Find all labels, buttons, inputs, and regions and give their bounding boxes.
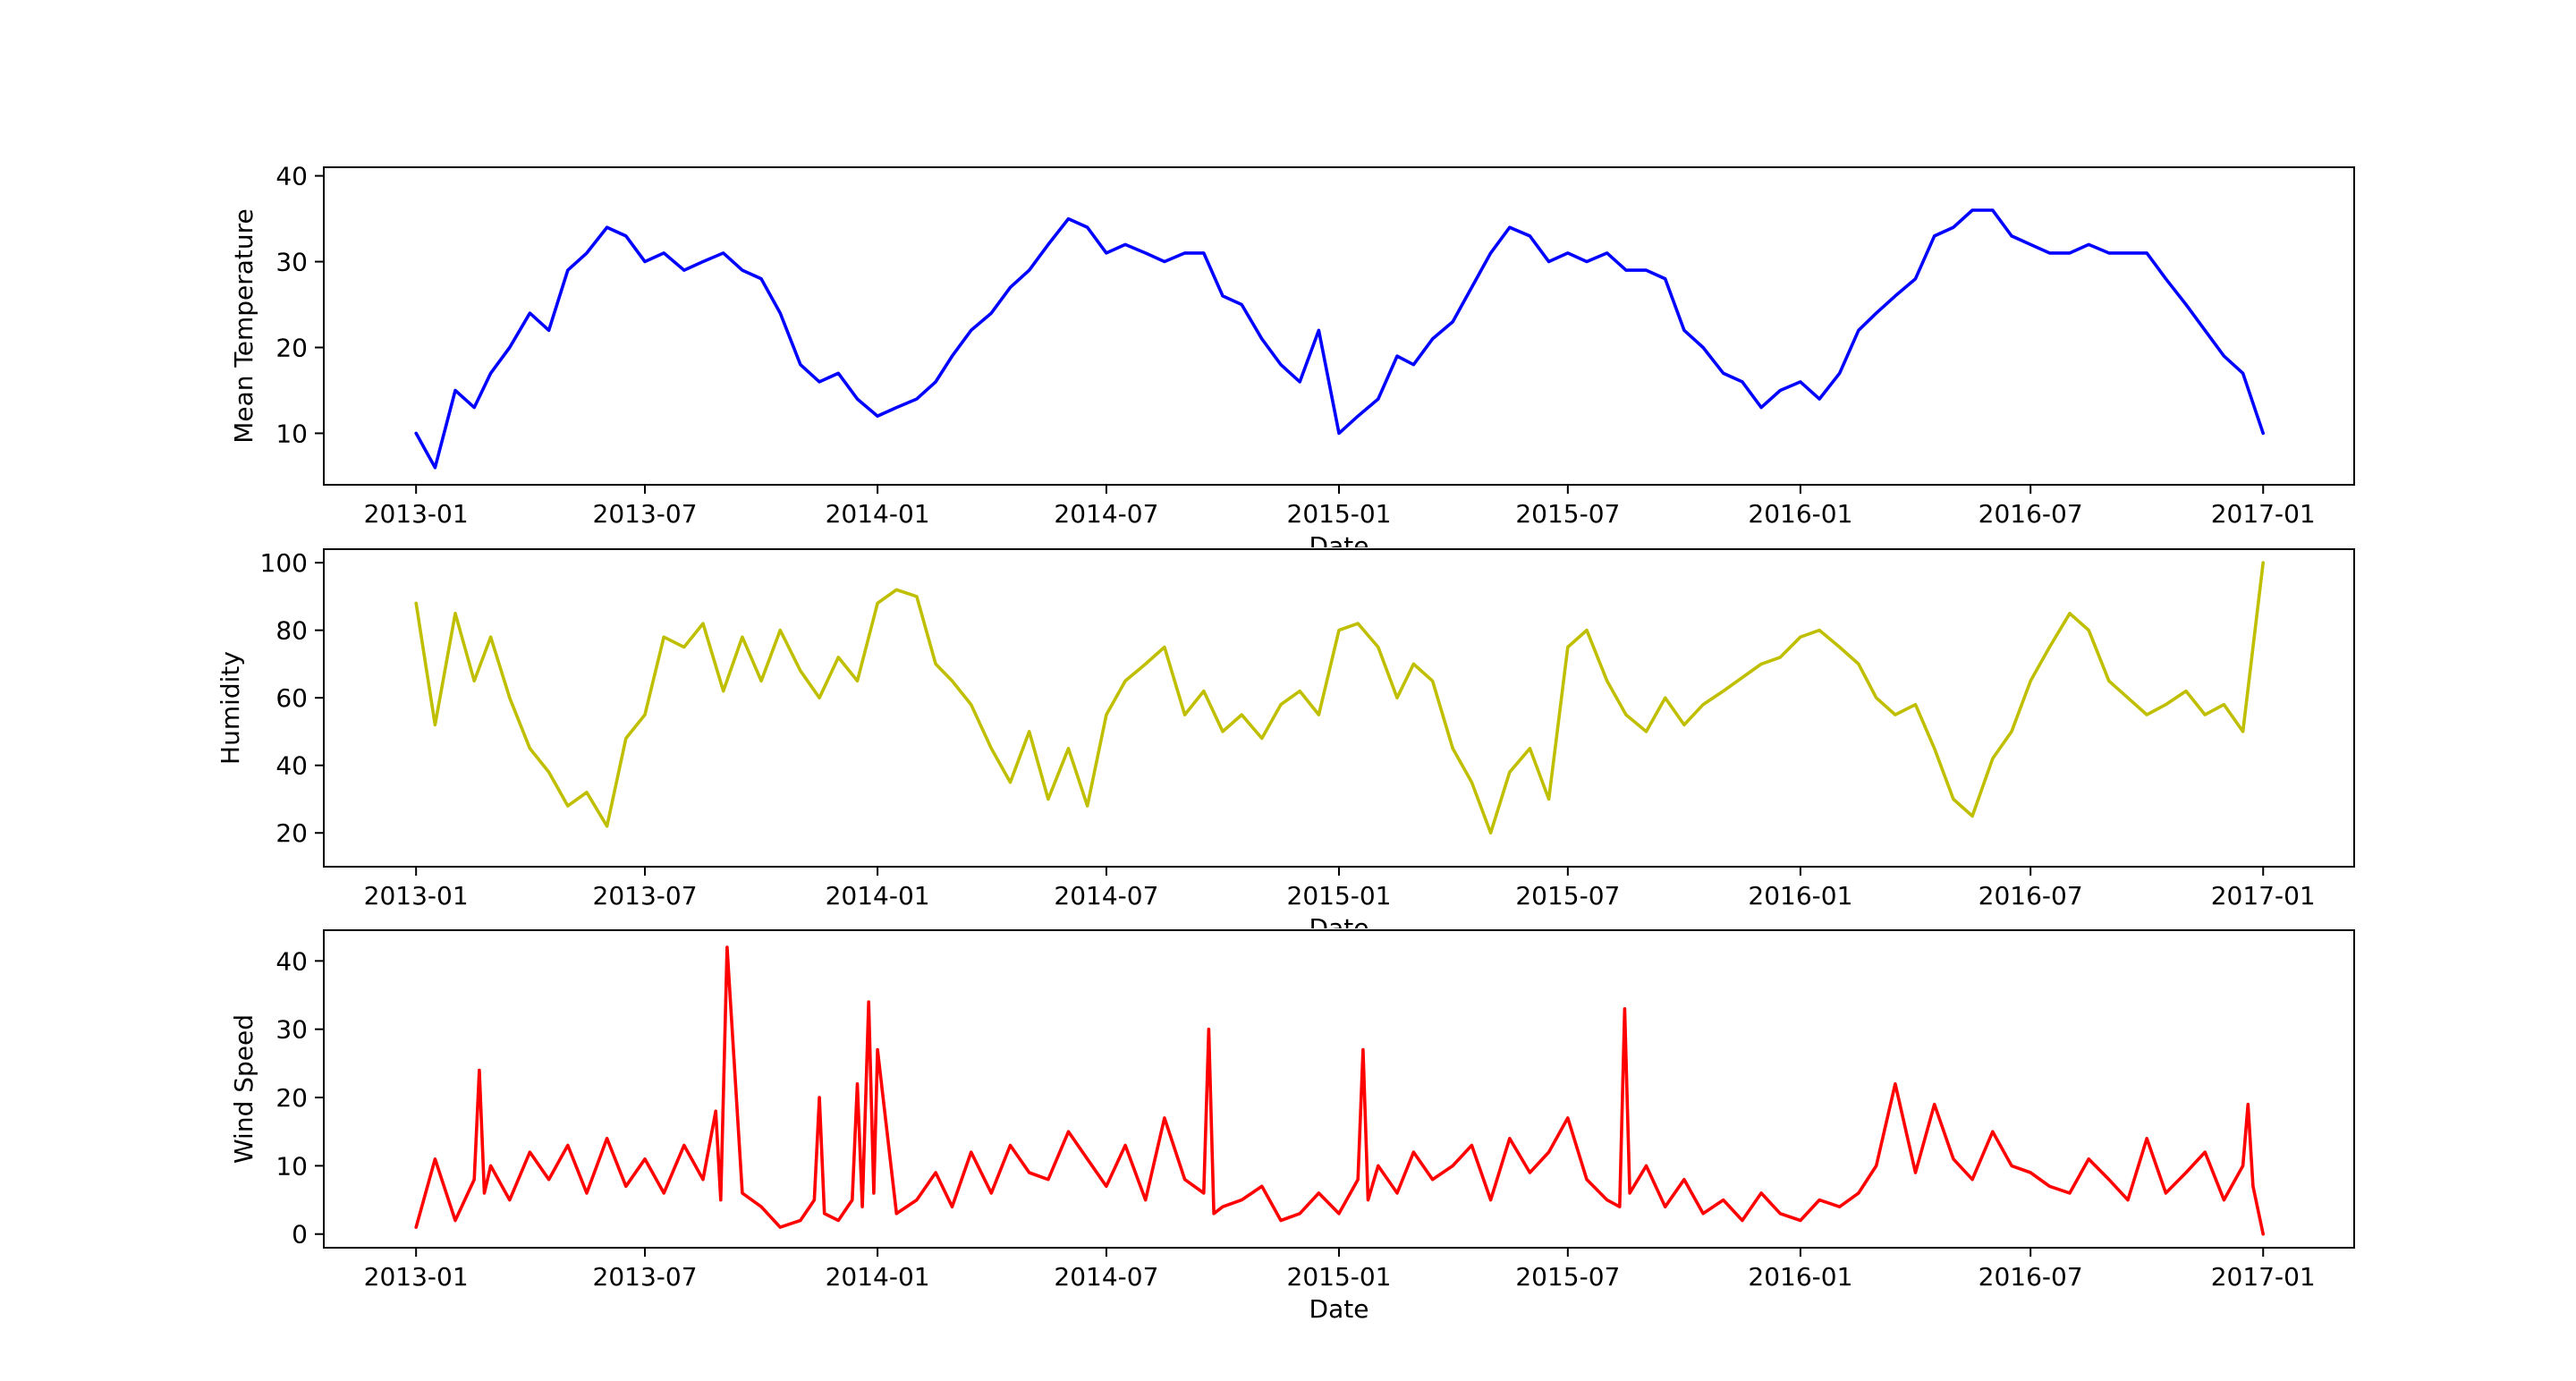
x-tick-label: 2014-01 [826,881,930,911]
y-tick-label: 10 [275,419,308,448]
x-tick-label: 2013-01 [364,881,469,911]
x-tick-label: 2016-07 [1979,499,2083,529]
x-tick-label: 2017-01 [2211,499,2316,529]
series-line-1-1 [414,208,2265,470]
x-tick-label: 2014-07 [1054,499,1158,529]
x-tick-label: 2014-07 [1054,881,1158,911]
x-tick-label: 2015-01 [1287,1262,1392,1292]
x-tick-label: 2014-01 [826,499,930,529]
x-tick-label: 2016-01 [1748,881,1852,911]
subplot-2: 2013-01 2013-07 2014-01 2014-07 2015-01 2015-… [216,547,2356,911]
x-tick-label: 2016-07 [1979,1262,2083,1292]
x-tick-label: 2015-07 [1515,499,1620,529]
x-tick-label: 2013-07 [593,881,698,911]
y-tick-label: 30 [275,1015,308,1045]
y-tick-label: 10 [275,1151,308,1181]
x-tick-label: 2016-07 [1979,881,2083,911]
axes-frame [323,166,2355,486]
x-tick-label: 2017-01 [2211,1262,2316,1292]
x-tick-label: 2015-01 [1287,499,1392,529]
x-tick-label: 2014-07 [1054,1262,1158,1292]
axes-background [322,928,2356,1250]
x-tick-label: 2015-01 [1287,881,1392,911]
x-tick-label: 2013-07 [593,1262,698,1292]
y-axis-label: Humidity [216,651,245,765]
x-tick-label: 2013-07 [593,499,698,529]
subplot-1: 2013-01 2013-07 2014-01 2014-07 2015-01 2015-… [229,162,2355,529]
y-tick-label: 20 [275,333,308,362]
y-tick-label: 20 [275,818,308,848]
y-tick-label: 20 [275,1083,308,1113]
axes-background [322,547,2356,868]
y-axis-label: Mean Temperature [229,208,258,444]
x-tick-label: 2016-01 [1748,1262,1852,1292]
x-tick-label: 2017-01 [2211,881,2316,911]
x-tick-label: 2016-01 [1748,499,1852,529]
y-tick-label: 60 [275,683,308,713]
series-line-2-1 [414,561,2265,835]
y-tick-label: 40 [275,162,308,191]
x-tick-label: 2015-07 [1515,881,1620,911]
x-tick-label: 2015-07 [1515,1262,1620,1292]
y-tick-label: 80 [275,616,308,646]
series-line-3-1 [414,945,2265,1236]
y-tick-label: 30 [275,248,308,277]
y-tick-label: 0 [292,1220,308,1250]
y-tick-label: 40 [275,946,308,976]
x-tick-label: 2014-01 [826,1262,930,1292]
y-tick-label: 40 [275,751,308,781]
y-tick-label: 100 [260,548,308,578]
x-tick-label: 2013-01 [364,499,469,529]
y-axis-label: Wind Speed [229,1014,258,1164]
x-tick-label: 2013-01 [364,1262,469,1292]
subplot-3: 2013-01 2013-07 2014-01 2014-07 2015-01 2015-… [229,928,2356,1292]
x-axis-label: Date [1309,1294,1369,1324]
